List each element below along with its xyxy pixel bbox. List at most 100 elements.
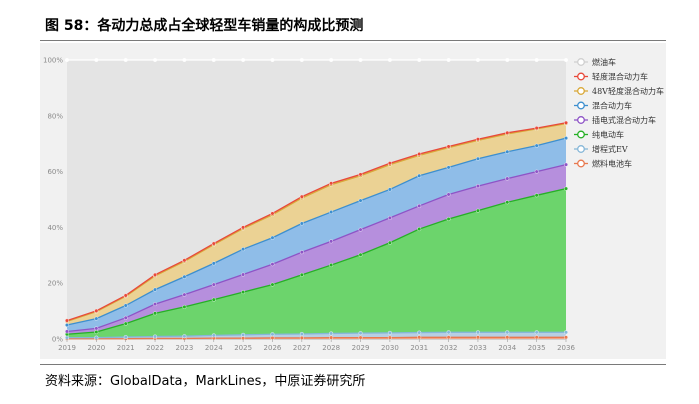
data-point [564, 120, 569, 125]
data-point [358, 227, 363, 232]
data-point [94, 316, 99, 321]
data-point [358, 335, 363, 340]
data-point [123, 335, 128, 340]
data-point [299, 194, 304, 199]
data-point [211, 241, 216, 246]
x-tick-label: 2022 [146, 344, 164, 352]
data-point [417, 58, 422, 63]
data-point [358, 198, 363, 203]
data-point [505, 335, 510, 340]
data-point [270, 332, 275, 337]
data-point [505, 130, 510, 135]
data-point [534, 169, 539, 174]
data-point [153, 334, 158, 339]
data-point [153, 272, 158, 277]
data-point [446, 330, 451, 335]
data-point [270, 211, 275, 216]
data-point [475, 137, 480, 142]
data-point [270, 235, 275, 240]
data-point [475, 58, 480, 63]
x-tick-label: 2021 [117, 344, 135, 352]
data-point [94, 326, 99, 331]
x-tick-label: 2020 [87, 344, 105, 352]
data-point [241, 225, 246, 230]
data-point [329, 331, 334, 336]
x-tick-label: 2025 [234, 344, 252, 352]
data-point [505, 58, 510, 63]
data-point [564, 335, 569, 340]
data-point [211, 58, 216, 63]
series-line-5 [66, 122, 567, 323]
legend-swatch-marker [577, 101, 585, 110]
legend-swatch-marker [577, 58, 585, 66]
data-point [182, 292, 187, 297]
data-point [64, 318, 69, 323]
data-point [153, 287, 158, 292]
data-point [123, 321, 128, 326]
x-tick-label: 2034 [498, 344, 516, 352]
data-point [534, 58, 539, 63]
title-underline [40, 13, 666, 41]
legend-label: 48V轻度混合动力车 [592, 86, 664, 96]
series-lines [66, 59, 567, 340]
data-point [211, 333, 216, 338]
data-point [329, 210, 334, 215]
x-tick-label: 2032 [440, 344, 458, 352]
data-point [505, 149, 510, 154]
data-point [564, 162, 569, 167]
data-point [270, 262, 275, 267]
legend-item: 燃油车 [574, 57, 616, 67]
data-point [153, 302, 158, 307]
data-point [387, 161, 392, 166]
data-point [475, 208, 480, 213]
y-tick-label: 40% [47, 224, 63, 232]
data-point [387, 335, 392, 340]
x-tick-label: 2028 [322, 344, 340, 352]
series-line-6 [66, 122, 567, 322]
series-line-0 [67, 336, 566, 340]
legend-item: 轻度混合动力车 [574, 72, 648, 82]
data-point [123, 293, 128, 298]
area-4 [67, 138, 566, 332]
data-point [475, 184, 480, 189]
data-point [358, 331, 363, 336]
source-divider [40, 364, 666, 365]
data-point [387, 187, 392, 192]
legend-item: 48V轻度混合动力车 [574, 86, 664, 96]
data-point [329, 181, 334, 186]
data-point [94, 335, 99, 340]
legend-item: 燃料电池车 [574, 159, 632, 169]
data-point [123, 315, 128, 320]
legend-swatch-marker [577, 130, 585, 139]
data-point [417, 173, 422, 178]
data-point [64, 58, 69, 63]
data-point [94, 58, 99, 63]
legend-swatch-marker [577, 87, 585, 95]
data-point [123, 58, 128, 63]
legend-label: 混合动力车 [592, 101, 632, 111]
x-tick-label: 2024 [205, 344, 223, 352]
data-point [329, 58, 334, 63]
data-point [475, 330, 480, 335]
legend-swatch-marker [577, 159, 585, 168]
data-point [211, 261, 216, 266]
y-tick-label: 80% [47, 112, 63, 120]
data-point [182, 258, 187, 263]
data-point [417, 203, 422, 208]
y-tick-label: 100% [43, 57, 63, 65]
data-point [564, 136, 569, 141]
data-point [270, 282, 275, 287]
data-point [299, 58, 304, 63]
data-point [241, 247, 246, 252]
x-tick-label: 2029 [352, 344, 370, 352]
data-point [387, 240, 392, 245]
x-tick-label: 2035 [528, 344, 546, 352]
data-point [417, 335, 422, 340]
data-point [64, 335, 69, 340]
data-point [387, 330, 392, 335]
data-point [505, 176, 510, 181]
legend-label: 插电式混合动力车 [592, 115, 656, 125]
data-point [534, 143, 539, 148]
x-tick-label: 2033 [469, 344, 487, 352]
x-tick-label: 2036 [557, 344, 575, 352]
